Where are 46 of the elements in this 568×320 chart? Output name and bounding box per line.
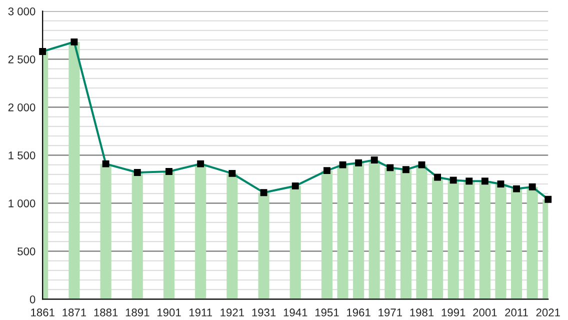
bar (163, 172, 175, 300)
x-tick-label: 1911 (189, 308, 212, 316)
x-tick-label: 2011 (505, 308, 528, 316)
bar (100, 164, 112, 300)
bar (448, 180, 459, 300)
bar (384, 168, 396, 300)
y-tick-label: 0 (30, 295, 36, 304)
y-tick-label: 2 000 (8, 103, 36, 112)
bar (526, 186, 538, 300)
x-tick-label: 1871 (62, 308, 86, 316)
y-tick-label: 500 (18, 247, 36, 256)
bar (432, 177, 444, 300)
bar (321, 170, 332, 300)
x-tick-label: 1951 (315, 308, 339, 316)
y-tick-label: 3 000 (8, 7, 36, 16)
x-tick-label: 1991 (442, 308, 466, 316)
bar (353, 162, 364, 300)
y-tick-label: 1 000 (8, 199, 36, 208)
bar (495, 184, 506, 300)
x-tick-label: 1891 (126, 308, 150, 316)
y-tick-label: 1 500 (8, 151, 36, 160)
bar (479, 181, 490, 300)
bar (226, 173, 238, 300)
x-tick-label: 1961 (347, 308, 370, 316)
bar (400, 170, 412, 300)
bar (195, 164, 206, 300)
x-tick-label: 2021 (536, 308, 560, 316)
bar (416, 164, 428, 300)
x-tick-label: 1971 (378, 308, 402, 316)
x-tick-label: 2001 (473, 308, 497, 316)
x-tick-label: 1901 (157, 308, 181, 316)
y-tick-label: 2 500 (8, 55, 36, 64)
x-tick-label: 1941 (284, 308, 308, 316)
x-tick-label: 1881 (94, 308, 118, 316)
bar (510, 188, 522, 300)
bar (337, 164, 348, 300)
x-tick-label: 1921 (220, 308, 244, 316)
x-tick-label: 1861 (31, 308, 54, 316)
x-tick-label: 1931 (252, 308, 276, 316)
bar (290, 186, 301, 300)
bar (464, 181, 475, 300)
bar (368, 160, 380, 300)
x-tick-label: 1981 (410, 308, 434, 316)
bar (258, 192, 270, 300)
bar (68, 42, 80, 300)
bar (132, 172, 143, 300)
